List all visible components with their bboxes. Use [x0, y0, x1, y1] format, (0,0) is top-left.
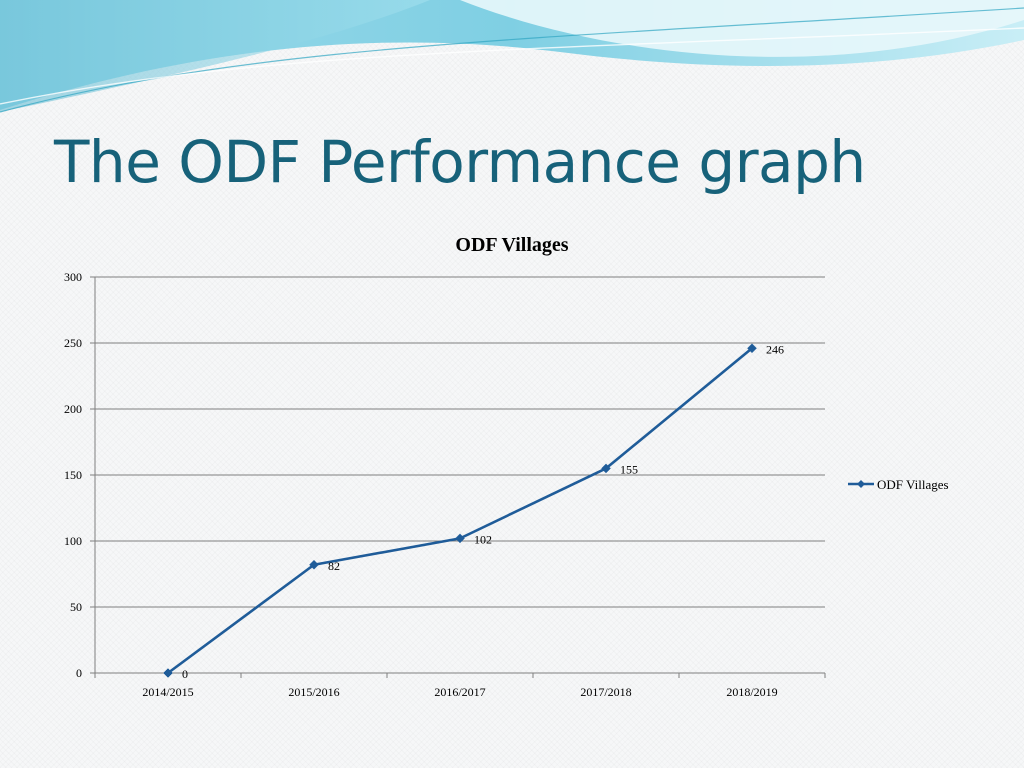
y-tick-label: 0 — [76, 666, 82, 680]
series-odf-villages — [163, 343, 757, 678]
data-label: 155 — [620, 462, 638, 476]
data-label: 246 — [766, 342, 784, 356]
gridlines — [95, 276, 825, 608]
y-tick-label: 50 — [70, 600, 82, 614]
x-tick-label: 2014/2015 — [142, 685, 193, 699]
series-line — [167, 347, 753, 675]
data-labels: 0 82 102 155 246 — [182, 342, 784, 681]
legend-label: ODF Villages — [877, 477, 949, 492]
y-tick-label: 300 — [64, 270, 82, 284]
data-point-marker — [309, 559, 319, 570]
legend: ODF Villages — [848, 477, 949, 492]
legend-marker — [857, 480, 865, 488]
data-point-marker — [455, 533, 465, 544]
axes — [90, 276, 826, 678]
y-tick-label: 150 — [64, 468, 82, 482]
chart-title: ODF Villages — [455, 234, 568, 256]
data-label: 0 — [182, 667, 188, 681]
y-tick-label: 200 — [64, 402, 82, 416]
y-tick-labels: 0 50 100 150 200 250 300 — [64, 270, 82, 680]
header-wave-decoration — [0, 0, 1024, 113]
y-tick-label: 250 — [64, 336, 82, 350]
data-label: 82 — [328, 559, 340, 573]
x-tick-labels: 2014/2015 2015/2016 2016/2017 2017/2018 2018… — [142, 685, 777, 699]
x-tick-label: 2017/2018 — [580, 685, 631, 699]
data-label: 102 — [474, 532, 492, 546]
slide-title: The ODF Performance graph — [54, 128, 866, 196]
x-tick-label: 2015/2016 — [288, 685, 339, 699]
y-tick-label: 100 — [64, 534, 82, 548]
data-point-marker — [163, 668, 173, 678]
x-tick-label: 2018/2019 — [726, 685, 777, 699]
data-point-marker — [601, 463, 611, 474]
data-point-marker — [747, 343, 757, 354]
x-tick-label: 2016/2017 — [434, 685, 485, 699]
